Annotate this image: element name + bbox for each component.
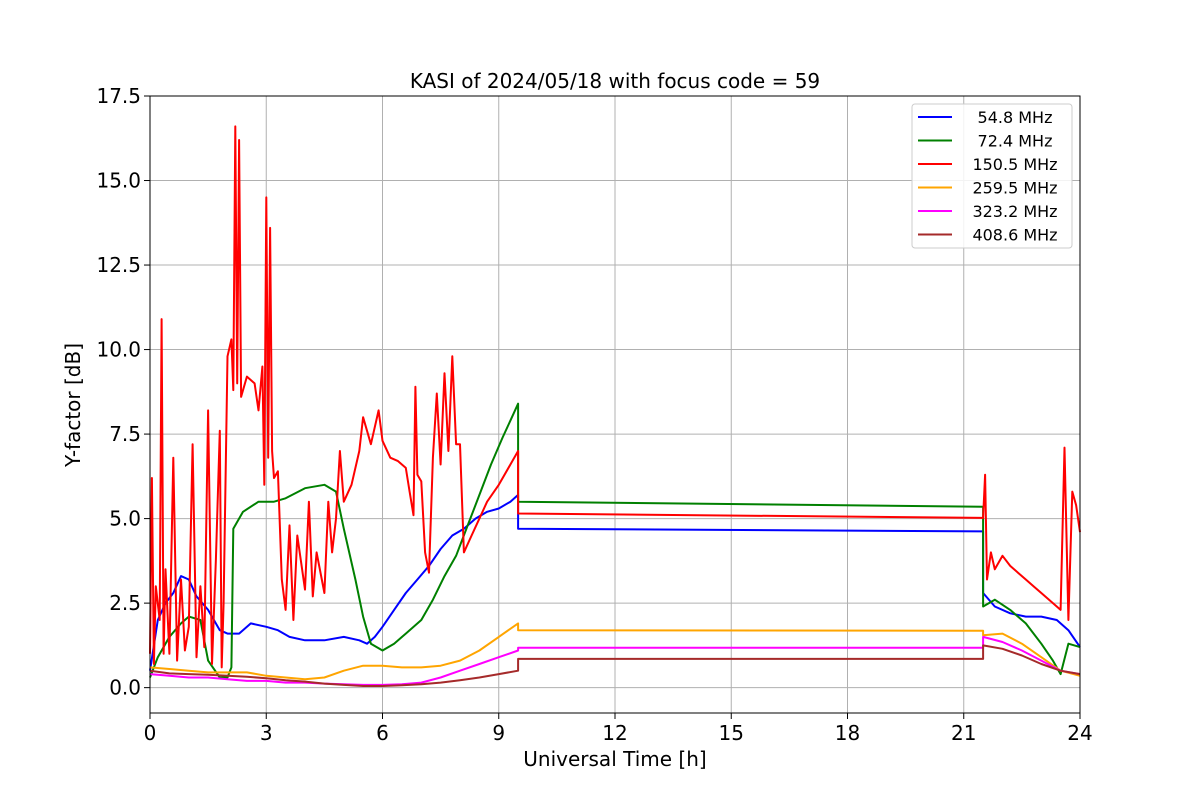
x-tick-label: 24	[1067, 721, 1092, 745]
series-line-4	[149, 635, 1081, 686]
y-tick-label: 0.0	[109, 676, 141, 700]
x-tick-label: 3	[260, 721, 273, 745]
series-line-2	[149, 125, 1081, 669]
y-tick-label: 10.0	[96, 338, 141, 362]
legend-label-3: 259.5 MHz	[972, 179, 1057, 198]
series-line-1	[149, 402, 1081, 679]
series-line-3	[149, 622, 1081, 681]
y-tick-label: 7.5	[109, 422, 141, 446]
legend-label-1: 72.4 MHz	[978, 132, 1053, 151]
y-ticks: 0.0 2.5 5.0 7.5 10.0 12.5 15.0 17.5	[96, 84, 150, 700]
x-tick-label: 12	[602, 721, 627, 745]
y-tick-label: 5.0	[109, 507, 141, 531]
legend-label-2: 150.5 MHz	[972, 155, 1057, 174]
legend-label-5: 408.6 MHz	[972, 226, 1057, 245]
x-ticks: 0 3 6 9 12 15 18 21 24	[144, 713, 1093, 745]
x-axis-label: Universal Time [h]	[523, 747, 706, 771]
chart-title: KASI of 2024/05/18 with focus code = 59	[410, 69, 820, 93]
x-tick-label: 9	[492, 721, 505, 745]
y-tick-label: 17.5	[96, 84, 141, 108]
legend: 54.8 MHz 72.4 MHz 150.5 MHz 259.5 MHz 323.2 …	[911, 103, 1073, 249]
x-tick-label: 0	[144, 721, 157, 745]
x-tick-label: 15	[719, 721, 744, 745]
legend-label-4: 323.2 MHz	[972, 202, 1057, 221]
plot-lines	[149, 125, 1081, 687]
x-tick-label: 21	[951, 721, 976, 745]
y-tick-label: 15.0	[96, 169, 141, 193]
x-tick-label: 18	[835, 721, 860, 745]
legend-label-0: 54.8 MHz	[978, 108, 1053, 127]
x-tick-label: 6	[376, 721, 389, 745]
series-line-5	[149, 644, 1081, 687]
y-tick-label: 2.5	[109, 591, 141, 615]
y-axis-label: Y-factor [dB]	[61, 343, 85, 468]
y-tick-label: 12.5	[96, 253, 141, 277]
